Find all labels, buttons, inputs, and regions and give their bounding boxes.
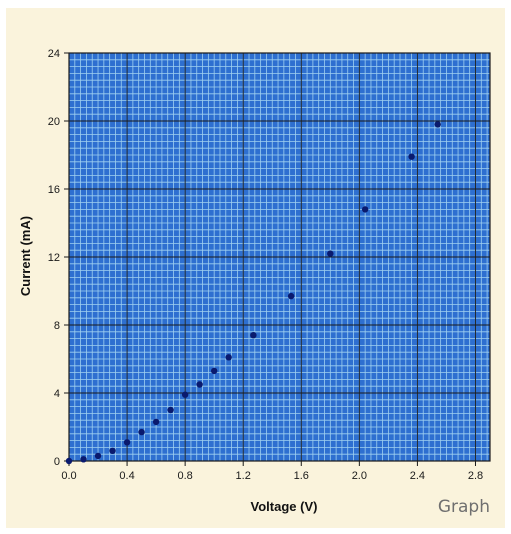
data-point — [123, 439, 131, 446]
data-point — [408, 153, 415, 160]
x-tick-label: 1.6 — [294, 470, 309, 482]
x-tick-label: 1.2 — [236, 470, 251, 482]
data-point — [225, 354, 232, 361]
y-tick-label: 20 — [48, 116, 60, 128]
data-point — [94, 452, 102, 460]
y-axis-ticks: 0 4 8 12 16 20 24 — [48, 48, 69, 468]
data-point — [138, 428, 145, 436]
data-point — [167, 406, 174, 414]
x-tick-label: 2.8 — [468, 470, 483, 482]
data-point — [361, 206, 369, 213]
y-tick-label: 24 — [48, 48, 60, 60]
data-point — [109, 447, 116, 454]
x-tick-label: 0.0 — [61, 470, 76, 482]
data-point — [287, 292, 295, 300]
data-point — [181, 391, 189, 398]
data-point — [152, 418, 160, 426]
data-point — [250, 332, 257, 339]
y-tick-label: 16 — [48, 184, 60, 196]
x-tick-label: 0.4 — [119, 470, 134, 482]
data-point — [80, 456, 87, 463]
y-tick-label: 0 — [54, 456, 60, 468]
x-tick-label: 2.0 — [352, 470, 367, 482]
y-tick-label: 8 — [54, 320, 60, 332]
y-tick-label: 4 — [54, 388, 60, 400]
data-point — [434, 121, 441, 128]
data-point — [327, 250, 334, 257]
corner-label: Graph — [438, 497, 490, 517]
data-point — [65, 457, 73, 465]
x-axis-ticks: 0.0 0.4 0.8 1.2 1.6 2.0 2.4 2.8 — [61, 461, 483, 482]
data-point — [210, 367, 218, 375]
y-tick-label: 12 — [48, 252, 60, 264]
x-axis-label: Voltage (V) — [251, 499, 318, 514]
y-axis-label: Current (mA) — [18, 216, 33, 296]
x-tick-label: 0.8 — [177, 470, 192, 482]
data-points — [65, 121, 441, 465]
data-point — [196, 381, 203, 388]
x-tick-label: 2.4 — [410, 470, 425, 482]
